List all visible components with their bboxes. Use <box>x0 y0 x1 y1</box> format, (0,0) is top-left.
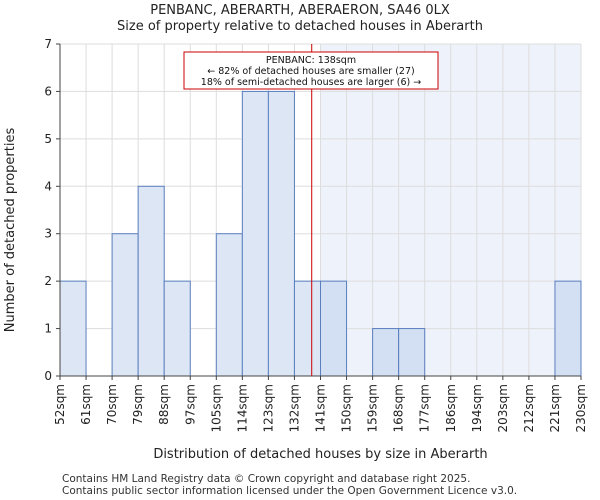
x-tick-label: 114sqm <box>235 384 249 432</box>
y-tick-label: 4 <box>44 179 52 193</box>
x-tick-label: 132sqm <box>287 384 301 432</box>
histogram-bar <box>372 328 400 377</box>
histogram-bar <box>554 280 582 377</box>
y-tick-label: 6 <box>44 84 52 98</box>
annotation-box <box>183 51 439 90</box>
x-tick-label: 70sqm <box>105 384 119 425</box>
x-tick-label: 52sqm <box>53 384 67 425</box>
histogram-bar <box>267 90 295 377</box>
x-tick-label: 230sqm <box>574 384 588 432</box>
annotation-line: ← 82% of detached houses are smaller (27… <box>207 66 414 77</box>
histogram-bar <box>163 280 191 377</box>
annotation-line: 18% of semi-detached houses are larger (… <box>201 77 421 88</box>
histogram-bar <box>320 280 348 377</box>
x-tick-label: 194sqm <box>470 384 484 432</box>
footer-line-1: Contains HM Land Registry data © Crown c… <box>62 473 471 485</box>
histogram-bar <box>293 280 322 377</box>
y-tick-label: 1 <box>44 322 52 336</box>
x-tick-label: 61sqm <box>79 384 93 425</box>
histogram-bar <box>137 185 165 377</box>
y-axis-label: Number of detached properties <box>3 128 18 333</box>
footer-line-2: Contains public sector information licen… <box>62 485 518 497</box>
y-tick-label: 5 <box>44 132 52 146</box>
chart-subtitle: Size of property relative to detached ho… <box>117 19 483 34</box>
x-tick-label: 150sqm <box>340 384 354 432</box>
x-tick-label: 168sqm <box>392 384 406 432</box>
x-tick-label: 221sqm <box>548 384 562 432</box>
histogram-bar <box>59 280 87 377</box>
annotation-line: PENBANC: 138sqm <box>266 55 356 66</box>
x-tick-label: 97sqm <box>183 384 197 425</box>
y-tick-label: 3 <box>44 227 52 241</box>
x-tick-label: 177sqm <box>418 384 432 432</box>
y-tick-label: 2 <box>44 274 52 288</box>
y-tick-label: 0 <box>44 369 52 383</box>
histogram-bar <box>398 328 426 377</box>
x-tick-label: 79sqm <box>131 384 145 425</box>
x-tick-label: 123sqm <box>261 384 275 432</box>
x-tick-label: 141sqm <box>314 384 328 432</box>
histogram-bar <box>215 233 243 377</box>
x-tick-label: 105sqm <box>209 384 223 432</box>
x-tick-label: 159sqm <box>366 384 380 432</box>
x-axis-label: Distribution of detached houses by size … <box>153 447 487 462</box>
x-tick-label: 88sqm <box>157 384 171 425</box>
x-tick-label: 203sqm <box>496 384 510 432</box>
histogram-bar <box>111 233 139 377</box>
x-tick-label: 212sqm <box>522 384 536 432</box>
chart-title: PENBANC, ABERARTH, ABERAERON, SA46 0LX <box>150 3 450 18</box>
y-tick-label: 7 <box>44 37 52 51</box>
x-tick-label: 186sqm <box>444 384 458 432</box>
histogram-bar <box>241 90 269 377</box>
